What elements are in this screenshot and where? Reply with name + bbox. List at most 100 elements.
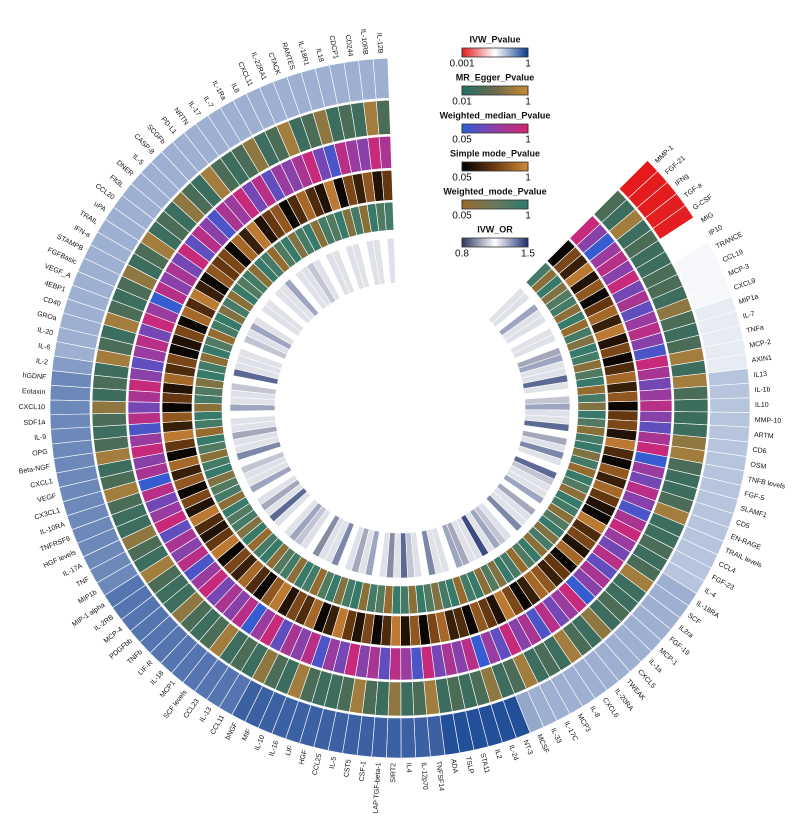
category-label: Eotaxin	[22, 388, 46, 396]
category-label: IL-33	[549, 727, 562, 745]
category-label: IL-7	[202, 95, 214, 109]
heatmap-cell	[672, 385, 709, 401]
colorbar-tick-label: 1	[525, 59, 531, 70]
category-label: TNFb	[126, 649, 144, 666]
category-label: CXCL5	[636, 668, 656, 689]
heatmap-cell	[161, 411, 193, 423]
colorbar-tick-label: 1	[525, 135, 531, 146]
category-label: IL-22RA1	[249, 51, 267, 81]
category-label: MIP1a	[738, 293, 759, 306]
category-label: CXCL10	[19, 404, 46, 411]
colorbar-tick-label: 0.01	[452, 97, 472, 108]
category-label: TRANCE	[715, 231, 744, 250]
category-label: MCP-1	[658, 647, 679, 667]
heatmap-cell	[400, 615, 412, 647]
colorbar-tick-label: 1.5	[521, 249, 535, 260]
category-label: Beta-NGF	[18, 464, 50, 476]
category-label: CXCL1	[30, 478, 54, 490]
heatmap-cell	[91, 412, 127, 428]
category-label: LIF	[285, 745, 295, 757]
category-label: IL4	[405, 763, 412, 773]
category-label: Flt3L	[108, 174, 125, 189]
colorbar	[461, 47, 529, 58]
category-label: MCP-4	[103, 626, 124, 645]
category-label: NT-3	[522, 739, 534, 756]
category-label: IL-1b	[754, 386, 770, 394]
colorbar-tick-label: 1	[525, 173, 531, 184]
category-label: IL-16	[268, 740, 280, 757]
category-label: HGF	[298, 749, 309, 765]
heatmap-cell	[639, 399, 673, 412]
category-label: TNFRSF9	[39, 535, 71, 553]
colorbar-tick-label: 0.001	[449, 59, 474, 70]
category-label: MMP-1	[654, 144, 675, 165]
category-label: SIRT2	[390, 763, 397, 783]
colorbar-tick-label: 1	[525, 211, 531, 222]
heatmap-cell	[161, 402, 193, 413]
colorbar-tick-label: 0.05	[452, 173, 472, 184]
category-label: IL-7	[742, 311, 756, 321]
category-label: IL-17	[187, 101, 202, 118]
legend-title: Weighted_mode_Pvalue	[443, 186, 546, 196]
category-label: bNGF	[225, 721, 240, 741]
heatmap-cell	[577, 393, 607, 404]
category-label: IL-12p70	[420, 762, 429, 790]
category-label: MCSF	[535, 733, 549, 754]
heatmap-cell	[709, 411, 751, 428]
legend-title: IVW_OR	[477, 224, 513, 234]
category-label: MCP-3	[728, 263, 751, 278]
category-label: G-CSF	[692, 194, 714, 212]
category-label: IL18	[314, 48, 324, 63]
category-label: CXCL6	[601, 697, 620, 720]
category-label: VEGF_A	[43, 263, 72, 280]
category-label: MCP1	[159, 680, 177, 700]
colorbar	[461, 85, 529, 96]
category-label: PD-L1	[160, 116, 178, 136]
heatmap-cell	[386, 717, 402, 759]
category-label: TNFa	[746, 324, 765, 335]
category-label: ARTM	[754, 432, 774, 440]
heatmap-cell	[381, 169, 394, 201]
category-label: IL-18	[150, 670, 166, 687]
category-label: IL-18RA	[695, 600, 721, 620]
heatmap-cell	[400, 717, 417, 759]
category-label: FGF-5	[744, 491, 765, 503]
category-label: MIP1b	[77, 589, 98, 606]
category-label: CX3CL1	[34, 507, 61, 521]
category-label: IL-10	[254, 734, 267, 752]
heatmap-cell	[91, 400, 127, 415]
category-label: CD40	[42, 296, 61, 308]
category-label: IL-12B	[375, 33, 383, 54]
category-label: IL-10RA	[39, 521, 66, 536]
category-label: CCL19	[722, 249, 745, 264]
heatmap-cell	[709, 397, 751, 413]
colorbar	[461, 123, 529, 134]
category-label: EN-RAGE	[730, 534, 763, 552]
category-label: TNF	[75, 576, 90, 589]
category-label: IL-1Ra	[210, 80, 227, 102]
category-label: MIG	[700, 212, 715, 225]
category-label: CXCL11	[236, 61, 253, 88]
heatmap-cell	[386, 237, 396, 284]
legend-title: Simple mode_Pvalue	[450, 148, 540, 158]
category-label: STA11	[479, 753, 491, 775]
category-label: TGF-a	[683, 182, 703, 200]
category-label: IFN-a	[72, 225, 91, 240]
category-label: hGDNF	[22, 372, 46, 381]
category-label: IL-24	[507, 744, 519, 761]
category-label: GROa	[36, 311, 57, 323]
category-label: MIF	[241, 728, 252, 742]
category-label: CXCL9	[733, 278, 757, 292]
heatmap-cell	[607, 390, 639, 403]
colorbar-tick-label: 0.05	[452, 211, 472, 222]
category-label: MCP-2	[749, 339, 772, 350]
category-label: CTACK	[267, 52, 282, 77]
category-label: CD244	[344, 34, 354, 57]
colorbar-tick-label: 0.8	[455, 249, 469, 260]
category-label: SCF	[686, 612, 701, 626]
category-label: TSLP	[464, 756, 474, 775]
category-label: SCGFb	[145, 124, 166, 146]
category-label: IL8	[229, 82, 240, 94]
category-label: CCL20	[94, 183, 116, 202]
